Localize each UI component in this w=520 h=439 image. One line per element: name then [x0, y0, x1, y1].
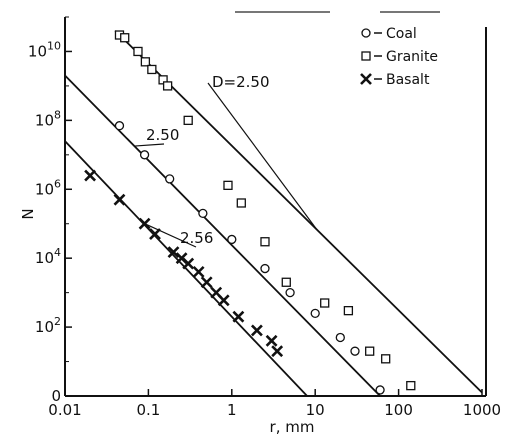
coal-point	[199, 209, 207, 217]
legend-label-coal: Coal	[386, 26, 417, 42]
granite-point	[382, 355, 390, 363]
coal-point	[261, 265, 269, 273]
coal-point	[351, 347, 359, 355]
x-tick-label: 10	[306, 401, 325, 419]
x-axis-label: r, mm	[270, 418, 315, 436]
coal-point	[115, 122, 123, 130]
coal-point	[166, 175, 174, 183]
coal-point	[311, 309, 319, 317]
legend-label-basalt: Basalt	[386, 72, 430, 88]
fit-slope-label: D=2.50	[212, 73, 270, 91]
granite-point	[164, 82, 172, 90]
legend-label-granite: Granite	[386, 49, 438, 65]
coal-point	[286, 289, 294, 297]
fit-slope-label: 2.50	[146, 126, 179, 144]
coal-point	[228, 235, 236, 243]
granite-point	[344, 307, 352, 315]
granite-point	[282, 278, 290, 286]
legend-marker-granite	[362, 52, 370, 60]
granite-point	[237, 199, 245, 207]
granite-point	[141, 58, 149, 66]
granite-point	[224, 181, 232, 189]
granite-point	[134, 47, 142, 55]
granite-point	[407, 382, 415, 390]
granite-point	[321, 299, 329, 307]
x-tick-label: 100	[384, 401, 413, 419]
coal-point	[141, 151, 149, 159]
x-tick-label: 1	[227, 401, 237, 419]
granite-point	[366, 347, 374, 355]
y-tick-label: 0	[51, 387, 61, 405]
granite-point	[148, 65, 156, 73]
coal-point	[376, 386, 384, 394]
x-tick-label: 0.1	[136, 401, 160, 419]
granite-point	[261, 238, 269, 246]
fit-slope-label: 2.56	[180, 229, 213, 247]
coal-point	[336, 333, 344, 341]
y-axis-label: N	[18, 208, 36, 219]
granite-point	[121, 34, 129, 42]
granite-point	[184, 116, 192, 124]
x-tick-label: 1000	[463, 401, 501, 419]
legend-marker-coal	[362, 29, 370, 37]
